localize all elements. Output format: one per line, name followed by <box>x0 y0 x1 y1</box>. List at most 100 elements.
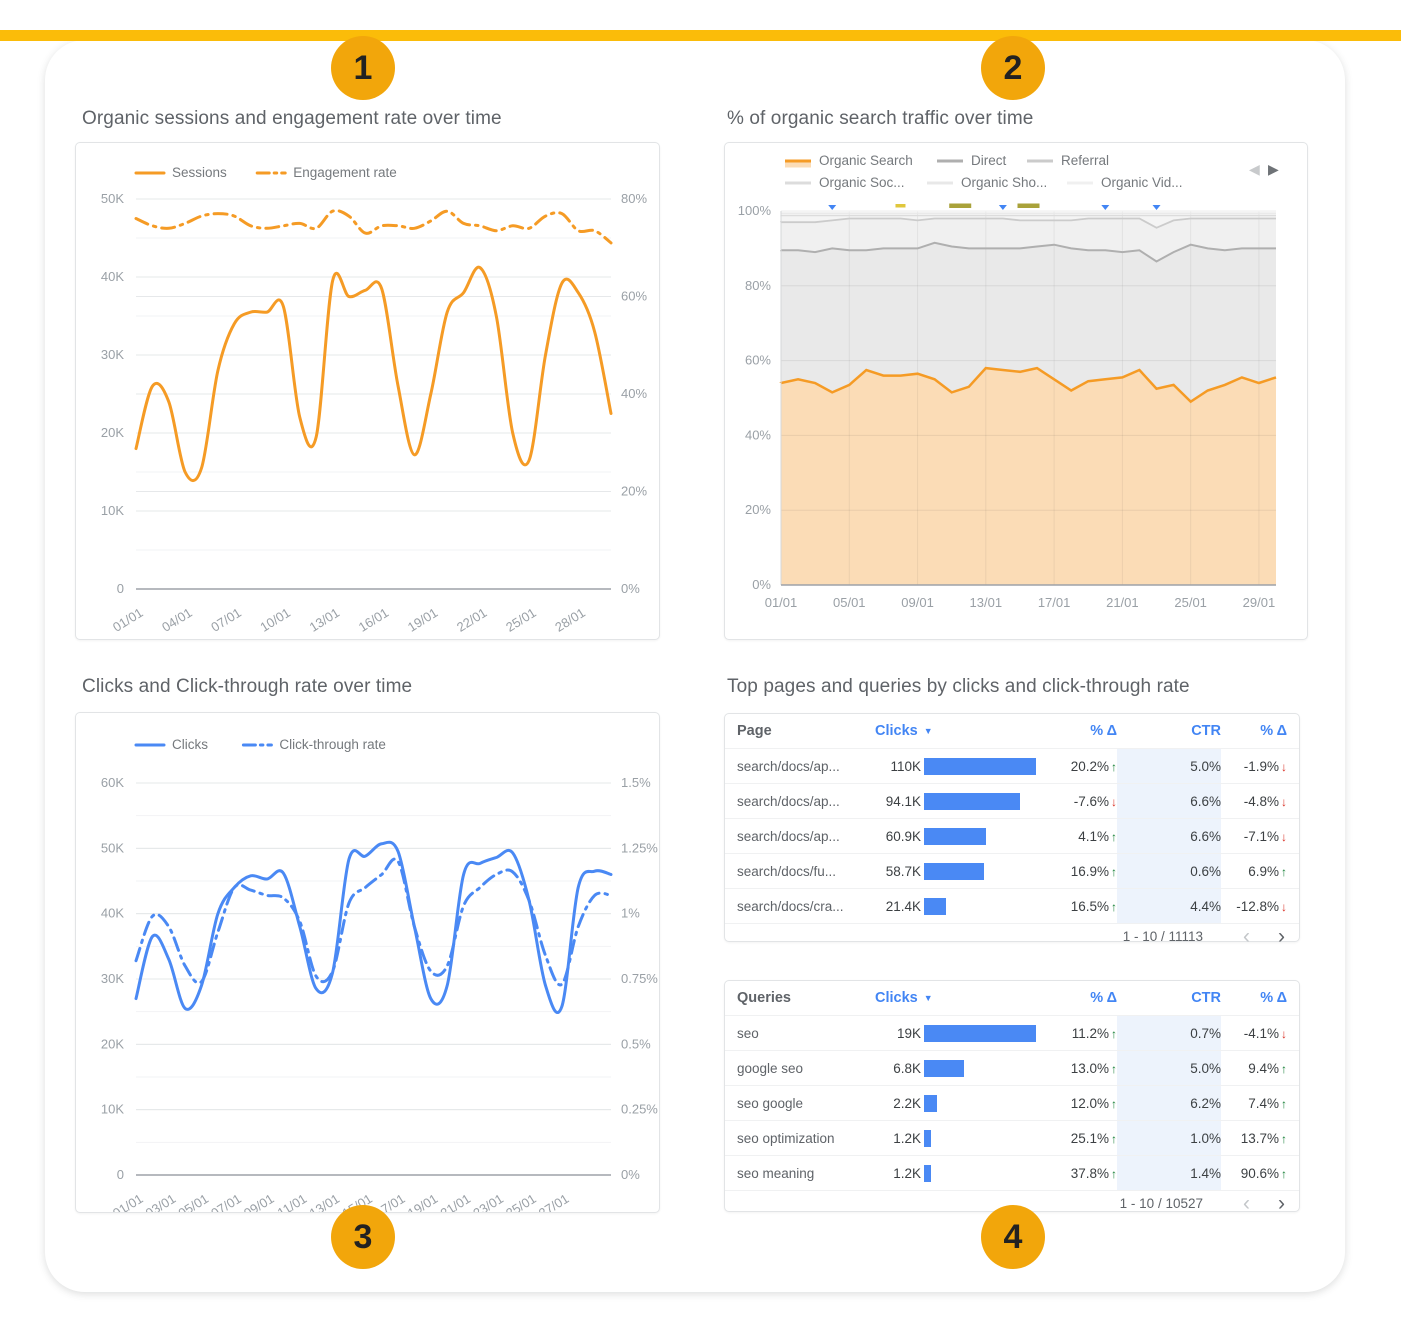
clicks-delta: 13.0% ↑ <box>1070 1060 1117 1076</box>
clicks-value: 110K <box>890 758 921 774</box>
svg-text:1.5%: 1.5% <box>621 775 651 790</box>
pagination-next-icon[interactable]: › <box>1278 1192 1285 1215</box>
column-header-delta: % Δ <box>1260 723 1287 739</box>
clicks-bar-cell <box>921 1164 1039 1182</box>
svg-text:13/01: 13/01 <box>307 1191 343 1212</box>
clicks-delta: 37.8% ↑ <box>1070 1165 1117 1181</box>
column-header-clicks-sort[interactable]: Clicks ▼ <box>875 723 1039 739</box>
table-row[interactable]: google seo 6.8K 13.0% ↑ 5.0% 9.4% ↑ <box>725 1050 1299 1085</box>
ctr-value: 5.0% <box>1117 749 1221 783</box>
clicks-bar <box>924 1059 965 1077</box>
clicks-bar <box>924 827 986 845</box>
legend-item: Referral <box>1061 153 1109 168</box>
table-row[interactable]: seo optimization 1.2K 25.1% ↑ 1.0% 13.7% ↑ <box>725 1120 1299 1155</box>
ctr-delta: 9.4% ↑ <box>1248 1060 1287 1076</box>
clicks-bar-cell <box>921 827 1039 845</box>
sessions-chart-panel: 0 10K 20K 30K 40K 50K 0% 20% 40% 60% 80% 01/01 04/01… <box>75 142 660 640</box>
clicks-header-label: Clicks <box>875 723 918 739</box>
svg-text:23/01: 23/01 <box>470 1191 506 1212</box>
legend-item: Organic Vid... <box>1101 175 1183 190</box>
svg-text:13/01: 13/01 <box>970 595 1003 610</box>
clicks-delta: 11.2% ↑ <box>1071 1025 1117 1041</box>
svg-text:29/01: 29/01 <box>1243 595 1276 610</box>
traffic-chart-title: % of organic search traffic over time <box>727 108 1034 129</box>
ctr-value: 1.4% <box>1117 1156 1221 1190</box>
ctr-value: 1.0% <box>1117 1121 1221 1155</box>
clicks-value: 60.9K <box>885 828 921 844</box>
column-header-clicks-sort[interactable]: Clicks ▼ <box>875 990 1039 1006</box>
delta-up-icon: ↑ <box>1111 1026 1117 1041</box>
delta-up-icon: ↑ <box>1111 864 1117 879</box>
sessions-chart-title: Organic sessions and engagement rate ove… <box>82 108 502 129</box>
legend-item: Organic Sho... <box>961 175 1047 190</box>
legend-item: Organic Search <box>819 153 913 168</box>
svg-text:10/01: 10/01 <box>257 605 293 635</box>
svg-text:60%: 60% <box>621 289 647 304</box>
svg-text:0%: 0% <box>752 577 771 592</box>
svg-text:03/01: 03/01 <box>143 1191 179 1212</box>
svg-text:07/01: 07/01 <box>208 605 244 635</box>
pagination-prev-icon[interactable]: ‹ <box>1243 925 1250 948</box>
clicks-bar-cell <box>921 757 1039 775</box>
pagination-next-icon[interactable]: › <box>1278 925 1285 948</box>
row-label: search/docs/fu... <box>737 863 837 879</box>
clicks-value: 6.8K <box>893 1060 921 1076</box>
svg-text:19/01: 19/01 <box>405 1191 441 1212</box>
table-row[interactable]: search/docs/ap... 94.1K -7.6% ↓ 6.6% -4.8% ↓ <box>725 783 1299 818</box>
table-row[interactable]: search/docs/fu... 58.7K 16.9% ↑ 0.6% 6.9% ↑ <box>725 853 1299 888</box>
delta-up-icon: ↑ <box>1281 864 1287 879</box>
table-header-row: Queries Clicks ▼ % Δ CTR % Δ <box>725 981 1299 1015</box>
ctr-value: 0.7% <box>1117 1016 1221 1050</box>
step-badge-1: 1 <box>331 36 395 100</box>
clicks-bar-cell <box>921 1094 1039 1112</box>
svg-text:1%: 1% <box>621 906 640 921</box>
clicks-value: 2.2K <box>893 1095 921 1111</box>
delta-up-icon: ↑ <box>1281 1096 1287 1111</box>
svg-text:10K: 10K <box>101 503 124 518</box>
svg-text:40K: 40K <box>101 906 124 921</box>
svg-text:10K: 10K <box>101 1102 124 1117</box>
pagination-prev-icon[interactable]: ‹ <box>1243 1192 1250 1215</box>
ctr-value: 5.0% <box>1117 1051 1221 1085</box>
legend-item: Organic Soc... <box>819 175 905 190</box>
svg-text:17/01: 17/01 <box>1038 595 1071 610</box>
legend-item: Engagement rate <box>293 165 397 180</box>
row-label: seo <box>737 1025 759 1041</box>
clicks-delta: 16.9% ↑ <box>1070 863 1117 879</box>
table-pagination: 1 - 10 / 11113 ‹ › <box>725 923 1299 949</box>
svg-text:21/01: 21/01 <box>438 1191 474 1212</box>
delta-up-icon: ↑ <box>1111 1096 1117 1111</box>
ctr-delta: 90.6% ↑ <box>1240 1165 1287 1181</box>
clicks-delta: 16.5% ↑ <box>1070 898 1117 914</box>
svg-text:50K: 50K <box>101 840 124 855</box>
row-label: seo optimization <box>737 1130 835 1146</box>
chart-prev-icon[interactable]: ◀ <box>1249 161 1260 177</box>
delta-up-icon: ↑ <box>1281 1166 1287 1181</box>
pagination-range: 1 - 10 / 10527 <box>1119 1196 1203 1211</box>
column-header-ctr: CTR <box>1191 723 1221 739</box>
table-row[interactable]: seo 19K 11.2% ↑ 0.7% -4.1% ↓ <box>725 1015 1299 1050</box>
svg-text:27/01: 27/01 <box>536 1191 572 1212</box>
svg-text:21/01: 21/01 <box>1106 595 1139 610</box>
svg-text:1.25%: 1.25% <box>621 840 658 855</box>
ctr-value: 6.2% <box>1117 1086 1221 1120</box>
chart-next-icon[interactable]: ▶ <box>1268 161 1279 177</box>
row-label: search/docs/cra... <box>737 898 844 914</box>
table-row[interactable]: search/docs/cra... 21.4K 16.5% ↑ 4.4% -12.8% ↓ <box>725 888 1299 923</box>
clicks-bar-cell <box>921 897 1039 915</box>
table-row[interactable]: seo google 2.2K 12.0% ↑ 6.2% 7.4% ↑ <box>725 1085 1299 1120</box>
legend-item: Clicks <box>172 737 208 752</box>
svg-text:09/01: 09/01 <box>901 595 934 610</box>
table-row[interactable]: search/docs/ap... 110K 20.2% ↑ 5.0% -1.9% ↓ <box>725 748 1299 783</box>
clicks-bar-cell <box>921 1129 1039 1147</box>
row-label: search/docs/ap... <box>737 828 840 844</box>
table-row[interactable]: search/docs/ap... 60.9K 4.1% ↑ 6.6% -7.1% ↓ <box>725 818 1299 853</box>
table-row[interactable]: seo meaning 1.2K 37.8% ↑ 1.4% 90.6% ↑ <box>725 1155 1299 1190</box>
svg-text:05/01: 05/01 <box>833 595 866 610</box>
top-queries-table: Queries Clicks ▼ % Δ CTR % Δ seo 19K 11.2% ↑ 0.7% -… <box>724 980 1300 1215</box>
clicks-value: 94.1K <box>885 793 921 809</box>
ctr-delta: -4.1% ↓ <box>1243 1025 1287 1041</box>
svg-text:16/01: 16/01 <box>356 605 392 635</box>
clicks-bar <box>924 897 946 915</box>
clicks-bar <box>924 757 1036 775</box>
